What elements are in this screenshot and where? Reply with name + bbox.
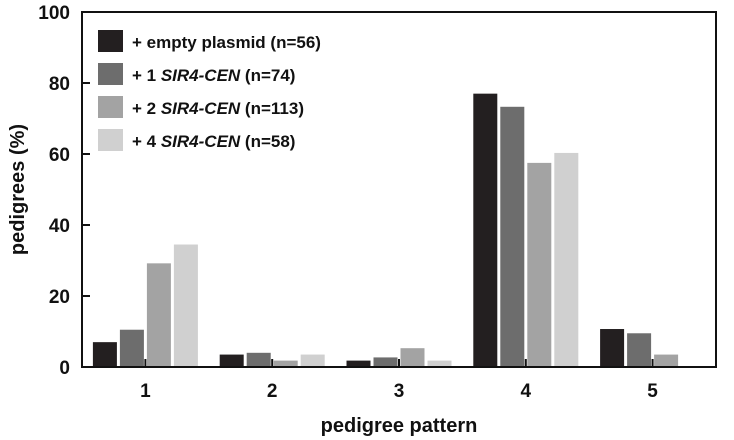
legend-swatch: [98, 129, 123, 151]
bar: [427, 360, 452, 367]
x-tick-label: 2: [267, 381, 278, 402]
legend-label: + 2 SIR4-CEN (n=113): [132, 99, 304, 118]
x-tick-label: 4: [521, 381, 532, 402]
bar: [473, 93, 498, 368]
legend-swatch: [98, 96, 123, 118]
legend-label: + 1 SIR4-CEN (n=74): [132, 66, 295, 85]
bar: [373, 357, 398, 367]
bar: [346, 360, 371, 367]
y-axis-title: pedigrees (%): [7, 124, 29, 255]
x-tick-label: 5: [647, 381, 658, 402]
bar: [527, 162, 552, 367]
y-tick-label: 100: [38, 3, 70, 24]
bar: [173, 244, 198, 367]
x-tick-label: 1: [140, 381, 151, 402]
y-tick-label: 60: [49, 145, 70, 166]
legend-item: + 4 SIR4-CEN (n=58): [98, 129, 295, 151]
y-tick-label: 80: [49, 74, 70, 95]
legend-item: + 1 SIR4-CEN (n=74): [98, 63, 295, 85]
bar: [500, 106, 525, 367]
bar: [92, 342, 117, 367]
legend-label: + empty plasmid (n=56): [132, 33, 321, 52]
bar: [300, 354, 325, 367]
legend-item: + empty plasmid (n=56): [98, 30, 321, 52]
legend-item: + 2 SIR4-CEN (n=113): [98, 96, 304, 118]
x-axis: 1 2 3 4 5: [140, 359, 658, 402]
y-axis: 0 20 40 60 80 100: [38, 3, 90, 379]
legend-label: + 4 SIR4-CEN (n=58): [132, 132, 295, 151]
bars-layer: [92, 93, 679, 368]
x-axis-title: pedigree pattern: [321, 415, 478, 437]
x-tick-label: 3: [394, 381, 405, 402]
bar: [119, 329, 144, 367]
bar: [627, 333, 652, 367]
bar: [273, 360, 298, 367]
legend: + empty plasmid (n=56) + 1 SIR4-CEN (n=74…: [98, 30, 321, 151]
bar: [219, 354, 244, 367]
y-tick-label: 20: [49, 287, 70, 308]
bar: [554, 152, 579, 367]
bar: [654, 354, 679, 367]
y-tick-label: 0: [59, 358, 70, 379]
bar: [146, 263, 171, 367]
legend-swatch: [98, 30, 123, 52]
bar: [600, 329, 625, 367]
bar: [246, 352, 271, 367]
bar: [400, 348, 425, 367]
y-tick-label: 40: [49, 216, 70, 237]
legend-swatch: [98, 63, 123, 85]
